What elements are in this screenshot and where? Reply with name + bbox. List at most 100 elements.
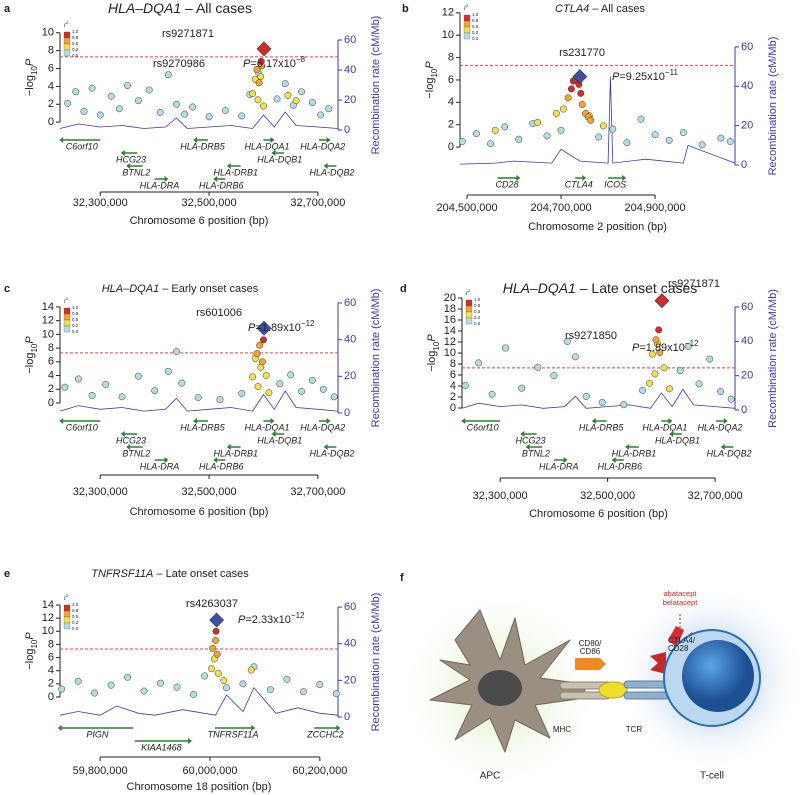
y-tick-label: 12 <box>442 7 454 19</box>
snp-point <box>190 690 197 698</box>
chart-title-part: – Late onset cases <box>576 280 697 296</box>
x-tick-label: 204,700,000 <box>530 202 591 214</box>
snp-point <box>266 686 274 694</box>
snp-point <box>502 344 509 352</box>
legend-tick-label: 0.2 <box>72 620 79 625</box>
snp-point <box>212 637 219 644</box>
snp-point <box>249 373 257 381</box>
legend-title-part: 2 <box>66 296 69 301</box>
snp-point <box>582 393 590 400</box>
snp-point <box>717 134 725 142</box>
gene-label: ZCCHC2 <box>306 729 344 739</box>
legend-title-part: r <box>64 596 67 602</box>
recombination-line <box>59 111 339 129</box>
y-tick-label: 8 <box>48 45 54 57</box>
legend-tick-label: 1.0 <box>474 297 481 302</box>
snp-point <box>80 107 88 115</box>
p-value-part: P <box>612 71 620 83</box>
gene-arrow <box>336 725 341 731</box>
x-tick-label: 32,300,000 <box>73 197 128 209</box>
tcr <box>623 691 670 700</box>
y2-tick-label: 60 <box>344 34 356 46</box>
snp-point <box>102 381 110 388</box>
panel-label: b <box>402 3 409 15</box>
legend-tick-label: 0.8 <box>72 311 79 316</box>
y-axis-label-part: −log <box>424 78 436 99</box>
legend-swatch <box>463 20 471 28</box>
y-tick-label: 2 <box>48 383 54 395</box>
y2-tick-label: 20 <box>741 120 753 132</box>
snp-point <box>557 126 565 134</box>
y-axis-label-part: P <box>24 58 36 66</box>
y-axis-label-part: 10 <box>30 66 39 75</box>
y-tick-label: 6 <box>48 356 54 368</box>
legend-swatch <box>63 622 71 630</box>
legend-title-part: r <box>466 291 469 297</box>
gene-arrow <box>120 150 125 156</box>
chart-title-part: – All cases <box>181 0 252 16</box>
recombination-line <box>59 390 339 412</box>
snp-point <box>646 379 654 387</box>
y-tick-label: 10 <box>42 27 54 39</box>
y-axis-label-part: −log <box>24 353 36 374</box>
legend-swatch <box>63 319 71 327</box>
snp-point <box>254 383 262 390</box>
lead-snp-label: rs4263037 <box>186 598 238 610</box>
chart-title-part: HLA–DQA1 <box>102 283 159 295</box>
y-tick-label: 0 <box>450 402 456 414</box>
snp-point <box>216 396 224 404</box>
x-tick-label: 32,300,000 <box>73 486 128 498</box>
snp-point <box>475 359 483 367</box>
y2-tick-label: 60 <box>741 301 753 313</box>
y-tick-label: 6 <box>450 369 456 381</box>
gene-arrow <box>193 418 198 424</box>
gene-label: HCG23 <box>516 435 546 445</box>
snp-point <box>151 387 159 395</box>
snp-point <box>172 100 180 108</box>
gene-label: HLA-DRB5 <box>180 422 226 432</box>
p-value: P=1.89x10−12 <box>248 319 315 334</box>
snp-point <box>461 382 469 389</box>
snp-point <box>88 84 96 92</box>
snp-point <box>651 131 659 139</box>
y-axis-label-part: −log <box>426 351 438 372</box>
snp-point <box>726 138 734 145</box>
snp-point <box>660 364 668 372</box>
y2-tick-label: 60 <box>741 41 753 53</box>
gene-arrow <box>271 431 276 437</box>
snp-point <box>75 375 82 383</box>
snp-point <box>238 112 246 120</box>
snp-point <box>220 677 228 684</box>
legend-swatch <box>463 14 471 22</box>
legend-swatch <box>465 305 473 313</box>
snp-point <box>189 103 197 111</box>
lead-snp <box>209 612 225 628</box>
y-axis-label-part: −log <box>24 649 36 670</box>
y2-tick-label: 40 <box>741 335 753 347</box>
gene-label: HLA-DRA <box>539 461 579 471</box>
gene-arrow <box>326 418 331 424</box>
snp-point <box>559 105 567 113</box>
snp-point <box>260 102 267 110</box>
lead-snp <box>256 320 272 336</box>
snp-point <box>543 132 551 140</box>
legend-title-part: r <box>64 299 67 305</box>
y-tick-label: 10 <box>442 29 454 41</box>
snp-point <box>134 372 142 380</box>
legend-tick-label: 1.0 <box>472 12 479 17</box>
y-tick-label: 2 <box>48 678 54 690</box>
gene-label: TNFRSF11A <box>208 729 259 739</box>
legend-swatch <box>63 604 71 612</box>
legend-tick-label: 0.5 <box>72 614 79 619</box>
p-value-part: −12 <box>301 319 315 328</box>
gene-label: HLA-DQA2 <box>300 422 345 432</box>
chart-title-part: HLA–DQA1 <box>503 280 576 296</box>
gene-label: BTNL2 <box>522 448 550 458</box>
x-axis-label: Chromosome 6 position (bp) <box>529 508 668 520</box>
y-axis-label-part: P <box>424 61 436 69</box>
x-tick-label: 204,900,000 <box>624 202 685 214</box>
y-tick-label: 14 <box>444 325 456 337</box>
gene-arrow <box>164 176 169 182</box>
tcr <box>623 680 670 689</box>
cd80-label: CD86 <box>580 647 601 656</box>
